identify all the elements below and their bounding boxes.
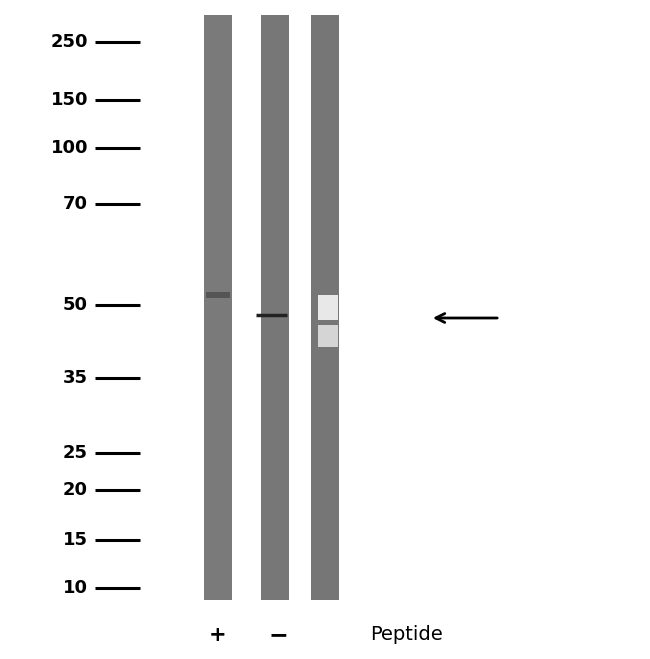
Bar [318,325,338,347]
Text: 70: 70 [63,195,88,213]
Text: 35: 35 [63,369,88,387]
Text: 250: 250 [51,33,88,51]
Text: 100: 100 [51,139,88,157]
Text: 150: 150 [51,91,88,109]
Text: 10: 10 [63,579,88,597]
Bar [206,292,230,298]
Text: 20: 20 [63,481,88,499]
Text: +: + [209,625,227,645]
Bar [311,15,339,600]
Text: 25: 25 [63,444,88,462]
Bar [204,15,232,600]
Text: 15: 15 [63,531,88,549]
Text: 50: 50 [63,296,88,314]
Text: Peptide: Peptide [370,625,443,645]
Text: −: − [268,623,288,647]
Bar [261,15,289,600]
Bar [318,295,338,320]
